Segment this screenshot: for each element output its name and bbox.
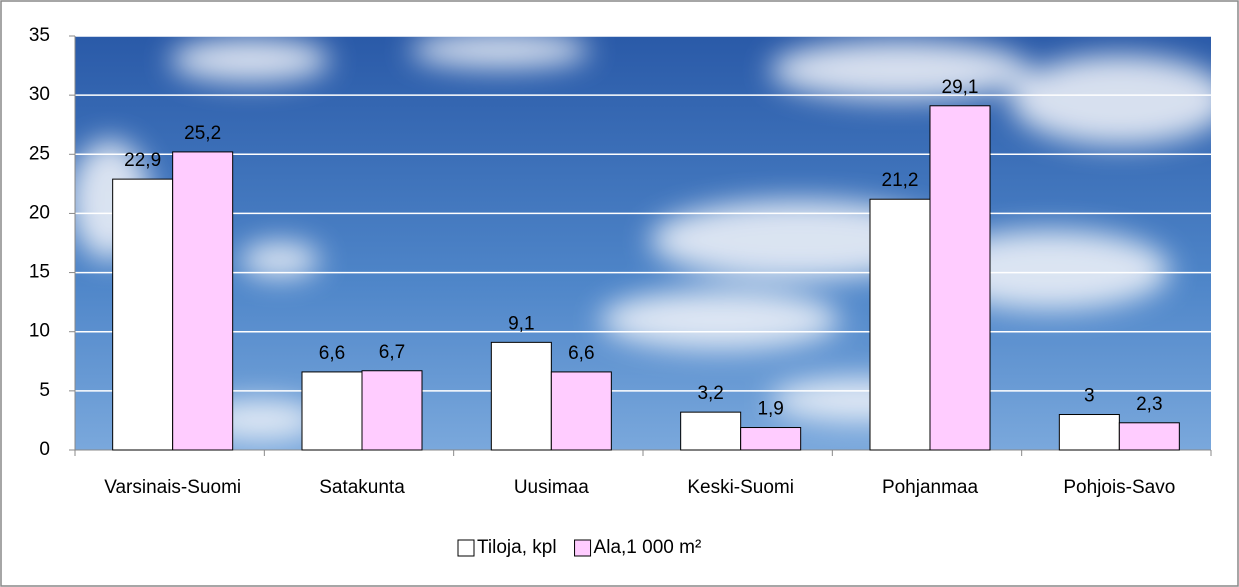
y-tick-label: 30 [29, 84, 50, 105]
value-label: 29,1 [942, 77, 979, 98]
bar [361, 370, 423, 451]
value-label: 3,2 [697, 383, 723, 404]
value-label: 21,2 [882, 170, 919, 191]
legend-label: Ala,1 000 m² [594, 537, 702, 558]
x-tick-label: Pohjanmaa [882, 477, 979, 498]
legend-swatch [457, 539, 475, 557]
value-label: 1,9 [757, 399, 783, 420]
bar [1058, 414, 1120, 451]
bar [550, 371, 612, 451]
x-tick-label: Uusimaa [514, 477, 589, 498]
y-tick-label: 20 [29, 202, 50, 223]
value-label: 6,6 [319, 343, 345, 364]
y-tick-label: 15 [29, 262, 50, 283]
plot-background [75, 36, 1211, 450]
y-tick-label: 5 [39, 380, 50, 401]
value-label: 6,7 [379, 342, 405, 363]
bar [869, 198, 931, 451]
bar [112, 178, 174, 451]
bar [301, 371, 363, 451]
bar [172, 151, 234, 451]
x-tick-label: Keski-Suomi [687, 477, 794, 498]
legend-label: Tiloja, kpl [477, 537, 557, 558]
bar [740, 427, 802, 451]
legend-swatch [574, 539, 592, 557]
value-label: 6,6 [568, 343, 594, 364]
value-label: 2,3 [1136, 394, 1162, 415]
x-tick-label: Satakunta [319, 477, 405, 498]
value-label: 3 [1084, 386, 1095, 407]
x-tick-label: Pohjois-Savo [1063, 477, 1175, 498]
value-label: 9,1 [508, 313, 534, 334]
bar [929, 105, 991, 451]
x-tick-label: Varsinais-Suomi [104, 477, 241, 498]
value-label: 22,9 [124, 150, 161, 171]
bar [490, 341, 552, 451]
bar [680, 411, 742, 451]
y-tick-label: 10 [29, 321, 50, 342]
y-tick-label: 35 [29, 25, 50, 46]
y-tick-label: 0 [39, 439, 50, 460]
bar [1118, 422, 1180, 451]
y-tick-label: 25 [29, 143, 50, 164]
value-label: 25,2 [184, 123, 221, 144]
